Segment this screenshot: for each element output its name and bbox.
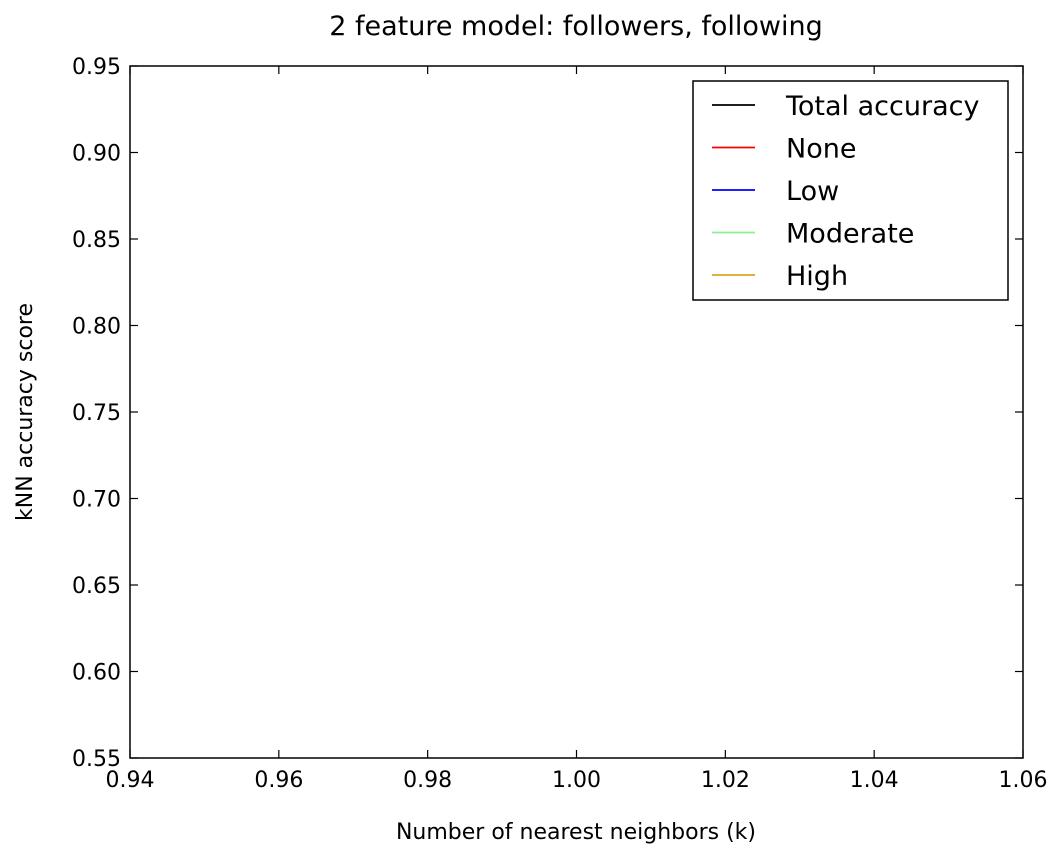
x-tick-label: 1.02 [701,768,750,793]
x-axis-label: Number of nearest neighbors (k) [396,820,756,845]
x-tick-label: 1.00 [552,768,601,793]
legend-label: High [786,261,848,292]
y-axis: 0.55 0.60 0.65 0.70 0.75 0.80 0.85 0.90 0.95 [72,55,1023,772]
x-tick-label: 0.98 [403,768,452,793]
x-tick-label: 1.06 [999,768,1048,793]
y-tick-label: 0.90 [72,142,121,167]
legend-label: Low [786,176,839,207]
y-tick-label: 0.55 [72,747,121,772]
y-tick-label: 0.60 [72,661,121,686]
legend: Total accuracy None Low Moderate High [692,80,1009,301]
y-tick-label: 0.95 [72,55,121,80]
y-tick-label: 0.70 [72,488,121,513]
legend-label: Total accuracy [785,91,979,122]
y-tick-label: 0.75 [72,401,121,426]
x-tick-label: 0.96 [254,768,303,793]
x-axis: 0.94 0.96 0.98 1.00 1.02 1.04 1.06 [106,66,1048,793]
y-axis-label: kNN accuracy score [13,303,38,521]
y-tick-label: 0.80 [72,315,121,340]
legend-label: Moderate [786,219,914,250]
x-tick-label: 1.04 [850,768,899,793]
y-tick-label: 0.65 [72,574,121,599]
legend-label: None [786,134,856,165]
chart-title: 2 feature model: followers, following [329,11,823,42]
x-tick-label: 0.94 [106,768,155,793]
y-tick-label: 0.85 [72,228,121,253]
